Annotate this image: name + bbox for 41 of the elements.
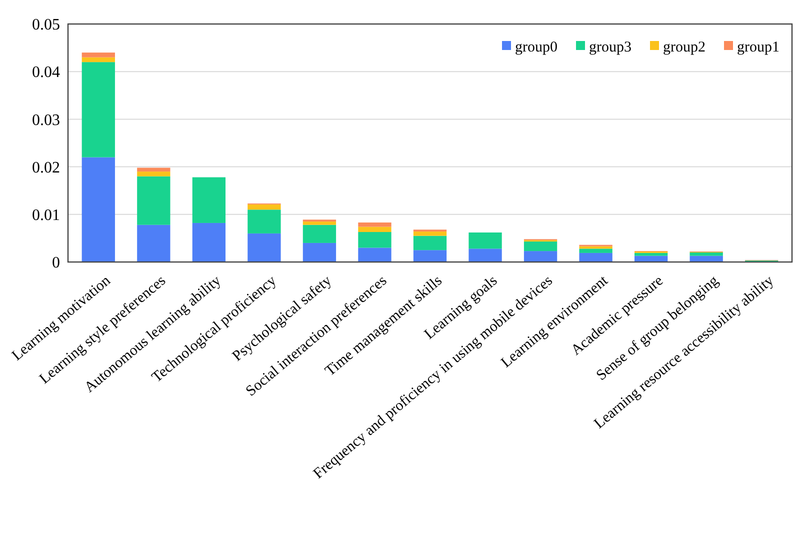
bar [302, 224, 336, 243]
bar [524, 251, 558, 262]
bar [358, 232, 392, 248]
bar [468, 248, 502, 262]
y-tick-label: 0 [52, 254, 60, 272]
bar [137, 172, 170, 176]
bar [192, 177, 226, 223]
legend-label: group3 [589, 39, 632, 56]
bar [82, 52, 115, 58]
bar [82, 157, 115, 262]
y-tick-label: 0.02 [32, 159, 60, 176]
bar [302, 222, 336, 225]
bar [413, 232, 447, 236]
bar [192, 222, 226, 262]
y-tick-label: 0.05 [32, 16, 60, 34]
y-tick-label: 0.01 [32, 207, 60, 224]
legend-label: group2 [663, 39, 706, 56]
bar [137, 224, 170, 262]
bar [248, 233, 281, 262]
bar [137, 176, 170, 225]
bar [137, 168, 170, 172]
bar [579, 252, 612, 262]
bar [82, 57, 115, 62]
bar [579, 248, 612, 253]
bar [358, 226, 392, 232]
bar [302, 242, 336, 262]
bar [358, 248, 392, 262]
bar [82, 62, 115, 158]
bar [524, 242, 558, 252]
bar [690, 252, 723, 256]
bar [248, 204, 281, 210]
legend-label: group1 [737, 39, 780, 56]
bar [413, 250, 447, 262]
bar [358, 222, 392, 227]
y-tick-label: 0.04 [32, 64, 60, 82]
bar [248, 210, 281, 234]
bar [634, 252, 668, 256]
bar [413, 236, 447, 250]
bar [468, 232, 502, 249]
y-tick-label: 0.03 [32, 112, 60, 129]
legend-label: group0 [515, 39, 558, 56]
